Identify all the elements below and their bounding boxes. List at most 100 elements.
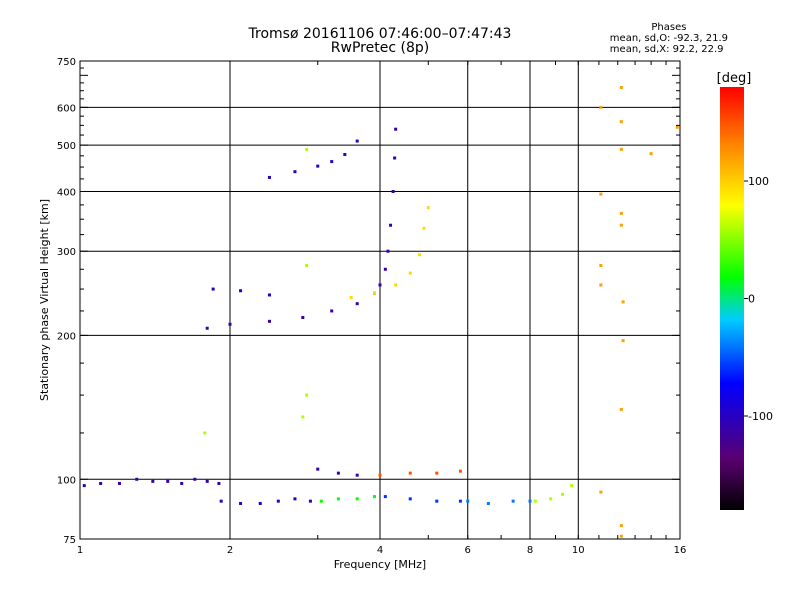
axis-ticks: 1 2 4 6 8 10 16 75 100 200 300 400 500 600 750	[57, 57, 686, 556]
data-point	[305, 264, 309, 268]
data-point	[458, 499, 462, 503]
data-point	[675, 125, 679, 129]
data-point	[422, 226, 426, 230]
data-point	[99, 481, 103, 485]
data-point	[393, 156, 397, 160]
data-point	[619, 147, 623, 151]
data-point	[267, 293, 271, 297]
data-point	[228, 322, 232, 326]
data-point	[389, 223, 393, 227]
data-point	[267, 175, 271, 179]
data-point	[308, 499, 312, 503]
data-point	[293, 170, 297, 174]
data-point	[383, 267, 387, 271]
data-point	[203, 431, 207, 435]
grid-lines	[80, 61, 680, 539]
y-tick-label: 100	[57, 475, 76, 486]
colorbar-tick-label: 0	[748, 293, 755, 306]
data-point	[466, 499, 470, 503]
data-point	[383, 495, 387, 499]
data-point	[533, 499, 537, 503]
x-tick-label: 1	[77, 545, 83, 556]
data-point	[373, 291, 377, 295]
data-points	[82, 86, 679, 538]
data-point	[217, 481, 221, 485]
data-point	[316, 164, 320, 168]
data-point	[205, 479, 209, 483]
data-point	[117, 481, 121, 485]
data-point	[355, 473, 359, 477]
data-point	[599, 192, 603, 196]
chart-subtitle: RwPretec (8p)	[330, 40, 430, 56]
data-point	[408, 271, 412, 275]
data-point	[301, 415, 305, 419]
y-tick-label: 300	[57, 247, 76, 258]
data-point	[305, 393, 309, 397]
colorbar-label: [deg]	[717, 71, 752, 86]
phase-stats-title: Phases	[651, 22, 687, 33]
data-point	[570, 484, 574, 488]
data-point	[619, 407, 623, 411]
data-point	[349, 296, 353, 300]
y-tick-label: 750	[57, 57, 76, 68]
data-point	[205, 326, 209, 330]
data-point	[386, 249, 390, 253]
data-point	[336, 497, 340, 501]
data-point	[394, 283, 398, 287]
data-point	[435, 471, 439, 475]
data-point	[528, 499, 532, 503]
data-point	[355, 139, 359, 143]
data-point	[599, 105, 603, 109]
data-point	[151, 479, 155, 483]
x-tick-label: 8	[527, 545, 533, 556]
data-point	[619, 211, 623, 215]
data-point	[394, 127, 398, 131]
y-axis-label: Stationary phase Virtual Height [km]	[38, 199, 51, 401]
data-point	[426, 206, 430, 210]
data-point	[373, 495, 377, 499]
data-point	[435, 499, 439, 503]
data-point	[82, 484, 86, 488]
phase-stats-o: mean, sd,O: -92.3, 21.9	[609, 33, 728, 44]
data-point	[621, 300, 625, 304]
data-point	[180, 481, 184, 485]
data-point	[336, 471, 340, 475]
data-point	[378, 473, 382, 477]
colorbar-tick-label: 100	[748, 175, 769, 188]
data-point	[219, 499, 223, 503]
data-point	[599, 490, 603, 494]
data-point	[276, 499, 280, 503]
data-point	[293, 497, 297, 501]
x-tick-label: 16	[674, 545, 687, 556]
data-point	[211, 287, 215, 291]
phase-stats: Phases mean, sd,O: -92.3, 21.9 mean, sd,…	[610, 22, 728, 55]
data-point	[267, 319, 271, 323]
phase-stats-x: mean, sd,X: 92.2, 22.9	[609, 44, 724, 55]
data-point	[561, 492, 565, 496]
data-point	[258, 501, 262, 505]
data-point	[549, 497, 553, 501]
data-point	[305, 147, 309, 151]
x-tick-label: 4	[377, 545, 383, 556]
data-point	[417, 253, 421, 257]
x-tick-label: 10	[572, 545, 585, 556]
data-point	[408, 497, 412, 501]
data-point	[301, 315, 305, 319]
y-tick-label: 200	[57, 331, 76, 342]
data-point	[239, 289, 243, 293]
colorbar-ticks: -100 0 100	[744, 175, 773, 423]
data-point	[343, 153, 347, 157]
colorbar	[720, 87, 744, 510]
data-point	[391, 189, 395, 193]
data-point	[458, 469, 462, 473]
chart-title: Tromsø 20161106 07:46:00–07:47:43	[248, 26, 512, 42]
data-point	[619, 534, 623, 538]
y-tick-label: 500	[57, 141, 76, 152]
colorbar-tick-label: -100	[748, 410, 773, 423]
data-point	[619, 524, 623, 528]
data-point	[486, 501, 490, 505]
data-point	[619, 223, 623, 227]
data-point	[166, 479, 170, 483]
data-point	[408, 471, 412, 475]
